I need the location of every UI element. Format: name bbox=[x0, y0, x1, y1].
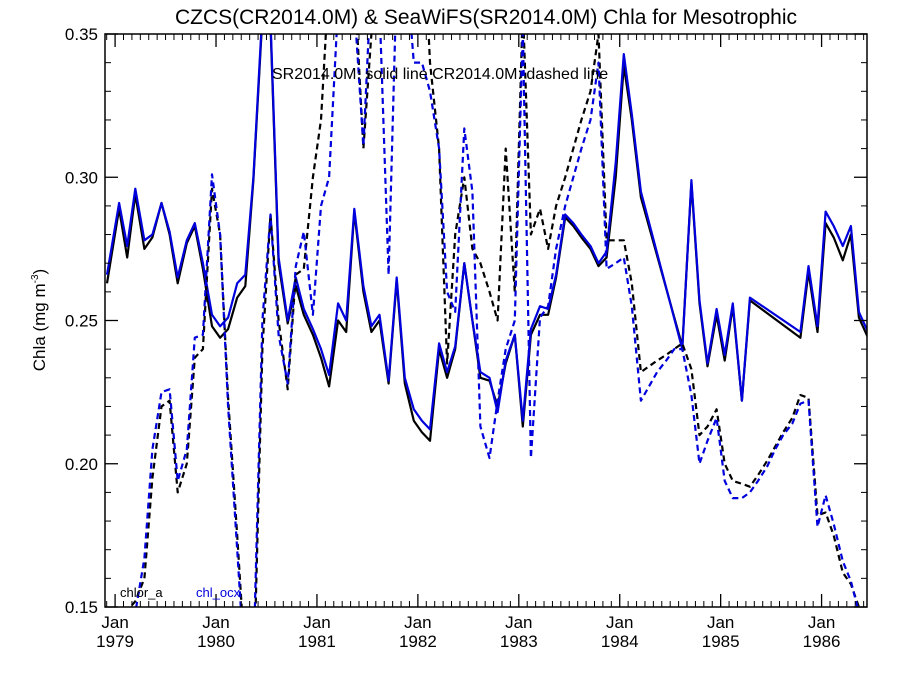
legend-label-chl-ocx: chl_ocx bbox=[196, 585, 241, 600]
line-style-annotation: SR2014.0M: solid line CR2014.0M: dashed … bbox=[272, 66, 608, 83]
x-tick-year: 1979 bbox=[96, 632, 134, 651]
chart-title: CZCS(CR2014.0M) & SeaWiFS(SR2014.0M) Chl… bbox=[175, 6, 797, 29]
y-axis-label-close: ) bbox=[30, 269, 49, 275]
legend: chlor_a chl_ocx bbox=[120, 585, 241, 600]
series-line-chlor-a-dashed bbox=[128, 34, 860, 607]
x-tick-month: Jan bbox=[404, 613, 431, 632]
y-tick-label: 0.25 bbox=[65, 312, 98, 331]
y-tick-label: 0.20 bbox=[65, 455, 98, 474]
x-tick-year: 1980 bbox=[197, 632, 235, 651]
x-tick-year: 1984 bbox=[601, 632, 639, 651]
x-tick-month: Jan bbox=[202, 613, 229, 632]
x-tick-month: Jan bbox=[101, 613, 128, 632]
x-tick-year: 1986 bbox=[803, 632, 841, 651]
x-tick-year: 1981 bbox=[298, 632, 336, 651]
x-tick-year: 1983 bbox=[500, 632, 538, 651]
series-line-chl-ocx-solid bbox=[105, 34, 867, 431]
series-line-chl-ocx-dashed bbox=[135, 34, 859, 607]
x-tick-year: 1985 bbox=[702, 632, 740, 651]
series-layer bbox=[105, 34, 867, 607]
y-axis-label: Chla (mg m-3) bbox=[30, 269, 49, 371]
axis-layer: 0.150.200.250.300.35Jan1979Jan1980Jan198… bbox=[65, 25, 867, 651]
x-tick-month: Jan bbox=[303, 613, 330, 632]
y-tick-label: 0.35 bbox=[65, 25, 98, 44]
legend-label-chlor-a: chlor_a bbox=[120, 585, 163, 600]
x-tick-month: Jan bbox=[808, 613, 835, 632]
x-tick-month: Jan bbox=[707, 613, 734, 632]
y-axis-label-superscript: -3 bbox=[30, 274, 41, 283]
y-tick-label: 0.30 bbox=[65, 168, 98, 187]
x-tick-month: Jan bbox=[505, 613, 532, 632]
y-tick-label: 0.15 bbox=[65, 598, 98, 617]
x-tick-year: 1982 bbox=[399, 632, 437, 651]
plot-frame bbox=[104, 33, 868, 608]
x-tick-month: Jan bbox=[606, 613, 633, 632]
